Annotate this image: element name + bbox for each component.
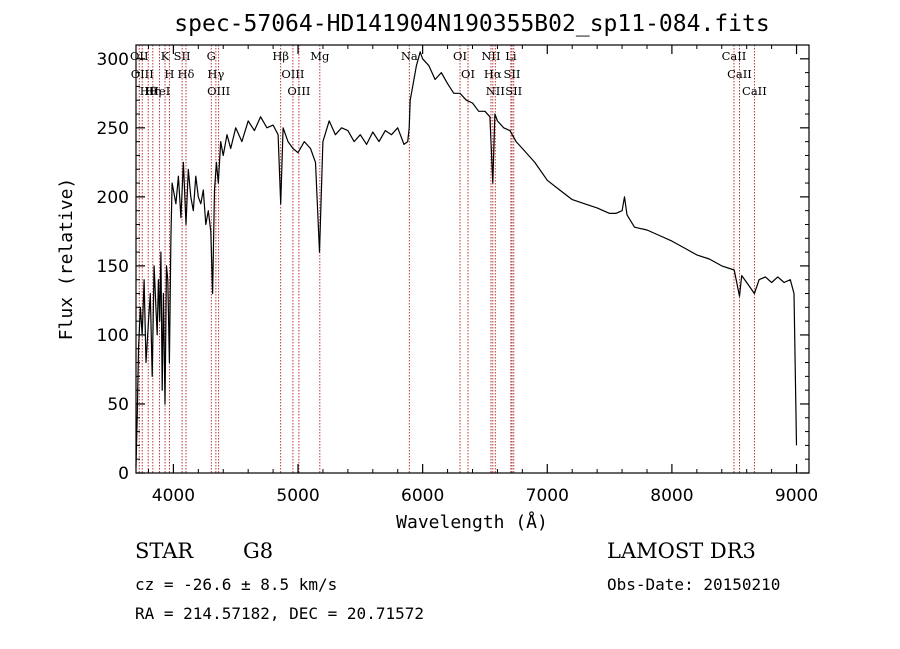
- line-marker-label: K: [161, 49, 170, 63]
- subclass: G8: [243, 539, 274, 563]
- y-axis-label: Flux (relative): [56, 178, 77, 341]
- y-tick-label: 100: [97, 326, 129, 346]
- line-marker-labels: OIIOIIIHθHηHeIKHSIIHδGHγOIIIHβOIIIOIIIMg…: [130, 49, 767, 98]
- line-marker-label: Mg: [310, 49, 330, 63]
- coordinates: RA = 214.57182, DEC = 20.71572: [135, 604, 424, 623]
- spectrum-line: [135, 51, 798, 467]
- line-marker-label: SII: [504, 67, 521, 81]
- y-tick-label: 300: [97, 50, 129, 70]
- x-tick-label: 8000: [650, 486, 693, 506]
- line-marker-label: Li: [505, 49, 517, 63]
- line-marker-label: NII: [481, 49, 500, 63]
- line-marker-label: Na: [401, 49, 418, 63]
- line-marker-label: G: [207, 49, 216, 63]
- line-marker-label: Hδ: [177, 67, 194, 81]
- line-marker-label: Hβ: [272, 49, 289, 63]
- x-tick-label: 9000: [775, 486, 818, 506]
- object-class: STAR: [135, 539, 194, 563]
- line-marker-label: OIII: [207, 84, 230, 98]
- redshift-text: cz = -26.6 ± 8.5 km/s: [135, 575, 338, 594]
- line-marker-label: NII: [486, 84, 505, 98]
- line-marker-label: H: [164, 67, 174, 81]
- x-tick-label: 6000: [401, 486, 444, 506]
- obs-date: Obs-Date: 20150210: [607, 575, 781, 594]
- line-marker-label: OIII: [287, 84, 310, 98]
- line-markers: [138, 45, 755, 473]
- y-tick-label: 0: [118, 464, 129, 484]
- line-marker-label: Hγ: [207, 67, 224, 81]
- y-axis: 0 50 100 150 200 250 300: [97, 50, 809, 484]
- line-marker-label: OIII: [131, 67, 154, 81]
- line-marker-label: OII: [130, 49, 149, 63]
- y-tick-label: 200: [97, 188, 129, 208]
- line-marker-label: Hα: [484, 67, 502, 81]
- line-marker-label: OI: [453, 49, 467, 63]
- line-marker-label: OIII: [281, 67, 304, 81]
- line-marker-label: HeI: [149, 84, 170, 98]
- x-tick-label: 4000: [152, 486, 195, 506]
- survey-name: LAMOST DR3: [607, 539, 756, 563]
- x-tick-label: 5000: [276, 486, 319, 506]
- line-marker-label: CaII: [722, 49, 747, 63]
- y-tick-label: 250: [97, 119, 129, 139]
- line-marker-label: SII: [505, 84, 522, 98]
- line-marker-label: OI: [461, 67, 475, 81]
- x-axis: 4000 5000 6000 7000 8000 9000: [147, 45, 818, 506]
- chart-title: spec-57064-HD141904N190355B02_sp11-084.f…: [174, 11, 769, 37]
- x-axis-label: Wavelength (Å): [396, 511, 548, 533]
- line-marker-label: CaII: [742, 84, 767, 98]
- line-marker-label: SII: [174, 49, 191, 63]
- x-tick-label: 7000: [526, 486, 569, 506]
- line-marker-label: Hθ: [140, 84, 157, 98]
- y-tick-label: 50: [107, 395, 129, 415]
- line-marker-label: CaII: [727, 67, 752, 81]
- line-marker-label: Hη: [144, 84, 161, 98]
- y-tick-label: 150: [97, 257, 129, 277]
